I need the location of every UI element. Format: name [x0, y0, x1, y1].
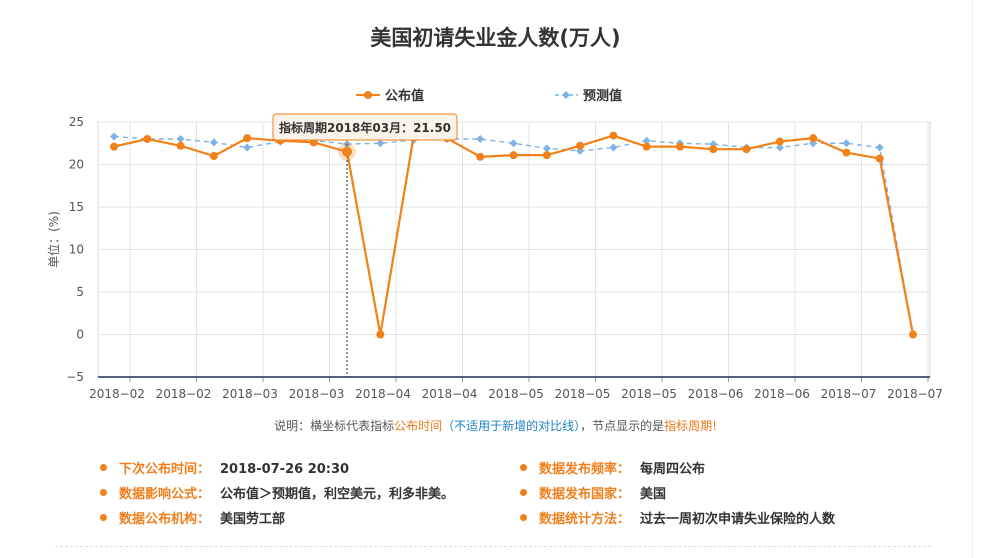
point-forecast	[775, 143, 784, 152]
bullet-icon	[100, 514, 107, 521]
note-paren: （不适用于新增的对比线）	[442, 419, 581, 433]
bullet-icon	[520, 464, 527, 471]
point-forecast	[176, 135, 185, 143]
info-label: 数据影响公式：	[119, 487, 211, 502]
point-published	[576, 141, 585, 150]
x-tick-label: 2018−07	[887, 387, 943, 401]
info-value: 每周四公布	[640, 462, 706, 477]
info-method: 数据统计方法： 过去一周初次申请失业保险的人数	[520, 508, 835, 527]
bullet-icon	[520, 514, 527, 521]
x-tick-label: 2018−03	[222, 387, 278, 401]
point-published	[176, 141, 185, 150]
bullet-icon	[100, 464, 107, 471]
info-label: 数据公布机构：	[119, 512, 211, 527]
page-edge-line	[972, 0, 973, 558]
info-value: 公布值＞预期值，利空美元，利多非美。	[220, 487, 455, 502]
bullet-icon	[520, 489, 527, 496]
hover-point	[342, 146, 353, 157]
bottom-divider	[55, 546, 931, 547]
x-tick-label: 2018−05	[488, 387, 544, 401]
tooltip-text: 指标周期2018年03月：21.50	[279, 120, 451, 135]
point-published	[376, 330, 385, 339]
point-published	[809, 134, 818, 143]
info-impact-formula: 数据影响公式： 公布值＞预期值，利空美元，利多非美。	[100, 483, 454, 502]
legend-marker-published	[364, 91, 372, 99]
legend-marker-forecast	[562, 91, 570, 99]
point-published	[675, 142, 684, 151]
point-forecast	[209, 138, 218, 147]
point-published	[476, 152, 485, 161]
point-forecast	[509, 139, 518, 148]
legend-label-forecast: 预测值	[583, 88, 622, 104]
point-forecast	[609, 143, 618, 152]
x-tick-label: 2018−05	[621, 387, 677, 401]
y-tick-label: 5	[76, 285, 84, 299]
point-published	[143, 135, 152, 143]
x-tick-label: 2018−07	[821, 387, 877, 401]
point-forecast	[110, 132, 118, 141]
point-published	[609, 131, 618, 140]
info-label: 数据统计方法：	[539, 512, 631, 527]
y-tick-label: 25	[69, 115, 84, 129]
y-tick-label: −5	[66, 370, 84, 384]
bullet-icon	[100, 489, 107, 496]
tooltip-box	[272, 113, 458, 141]
info-label: 数据发布国家：	[539, 487, 631, 502]
info-value: 美国劳工部	[220, 512, 286, 527]
y-tick-label: 0	[76, 328, 84, 342]
point-forecast	[842, 139, 851, 148]
line-chart: 25 20 15 10 5 0 −5 2018−02 2018−02 2018−03 2018−03…	[46, 88, 943, 401]
x-tick-label: 2018−04	[355, 387, 411, 401]
point-published	[775, 137, 784, 146]
point-published	[542, 151, 551, 160]
info-label: 下次公布时间：	[119, 462, 211, 477]
x-tick-label: 2018−06	[754, 387, 810, 401]
info-next-release: 下次公布时间： 2018-07-26 20:30	[100, 458, 349, 477]
point-forecast	[376, 139, 385, 148]
chart-title: 美国初请失业金人数(万人)	[370, 26, 621, 50]
point-forecast	[642, 136, 651, 145]
y-tick-label: 20	[69, 158, 84, 172]
info-country: 数据发布国家： 美国	[520, 483, 666, 502]
point-forecast	[476, 135, 485, 143]
info-frequency: 数据发布频率： 每周四公布	[520, 458, 705, 477]
x-tick-label: 2018−06	[688, 387, 744, 401]
point-forecast	[875, 143, 884, 152]
point-published	[243, 134, 252, 143]
point-forecast	[243, 143, 252, 152]
x-tick-label: 2018−04	[422, 387, 478, 401]
point-published	[642, 142, 651, 151]
y-tick-label: 15	[69, 200, 84, 214]
point-published	[110, 142, 118, 151]
x-tick-label: 2018−05	[555, 387, 611, 401]
x-tick-label: 2018−03	[289, 387, 345, 401]
y-axis-label: 单位：(%)	[46, 211, 61, 268]
chart-note: 说明：横坐标代表指标公布时间（不适用于新增的对比线），节点显示的是指标周期!	[0, 417, 991, 434]
point-forecast	[542, 144, 551, 153]
point-published	[509, 151, 518, 160]
note-prefix: 说明：横坐标代表指标	[274, 419, 395, 433]
info-value: 2018-07-26 20:30	[220, 462, 350, 477]
y-tick-label: 10	[69, 243, 84, 257]
note-period: 指标周期!	[664, 419, 717, 433]
point-published	[842, 148, 851, 157]
info-label: 数据发布频率：	[539, 462, 631, 477]
x-tick-label: 2018−02	[89, 387, 145, 401]
point-published	[209, 152, 218, 160]
info-value: 过去一周初次申请失业保险的人数	[640, 512, 836, 527]
legend-label-published: 公布值	[385, 88, 424, 104]
note-middle: ，节点显示的是	[580, 419, 665, 433]
point-published	[742, 145, 751, 154]
note-publish-time: 公布时间	[394, 419, 443, 433]
info-agency: 数据公布机构： 美国劳工部	[100, 508, 285, 527]
info-value: 美国	[640, 487, 667, 502]
point-published	[875, 154, 884, 163]
x-tick-label: 2018−02	[156, 387, 212, 401]
point-published	[909, 330, 917, 339]
point-published	[709, 145, 718, 154]
